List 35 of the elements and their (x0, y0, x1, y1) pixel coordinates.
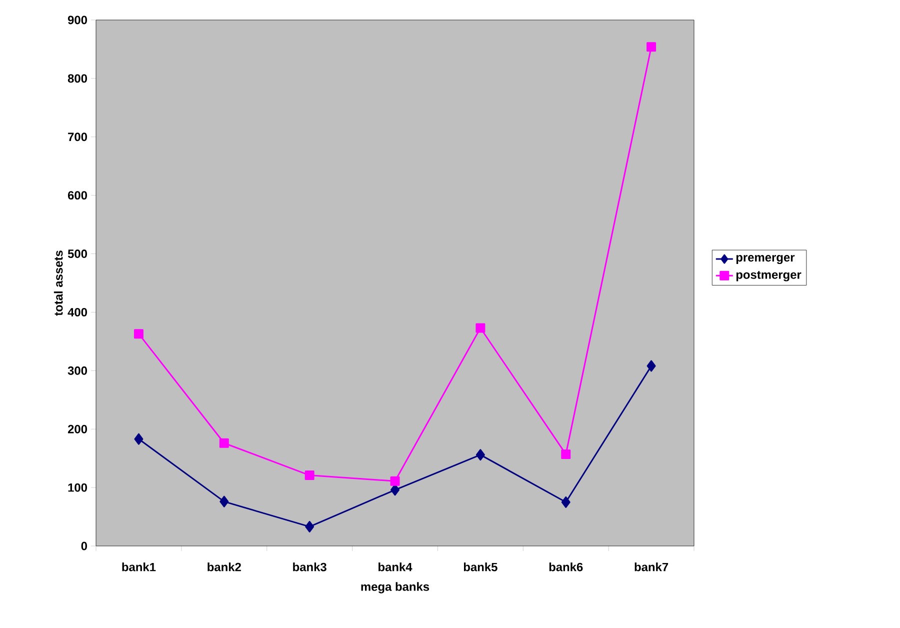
point (304, 470, 314, 480)
y-tick-label: 700 (68, 132, 87, 142)
x-tick-label: bank3 (293, 562, 326, 572)
legend-label: postmerger (736, 270, 802, 282)
point (561, 496, 570, 508)
point (219, 438, 229, 448)
x-tick-label: bank7 (634, 562, 668, 572)
y-tick-label: 300 (68, 366, 87, 375)
y-tick-label: 0 (81, 542, 87, 550)
x-tick-label: bank6 (549, 562, 583, 572)
point (390, 484, 400, 496)
x-axis-title: mega banks (361, 582, 430, 594)
x-tick-label: bank1 (122, 562, 156, 572)
y-tick-label: 200 (68, 424, 87, 434)
x-tick-label: bank5 (464, 562, 498, 572)
point (646, 42, 656, 52)
point (305, 520, 314, 532)
point (476, 323, 486, 333)
y-tick-label: 800 (68, 74, 87, 83)
x-tick-label: bank4 (378, 562, 412, 572)
y-axis-title: total assets (54, 250, 63, 316)
x-tick-label: bank2 (208, 562, 241, 572)
point (390, 476, 400, 486)
point (476, 449, 485, 461)
y-tick-label: 400 (68, 308, 87, 316)
point (220, 496, 229, 508)
legend-label: premerger (736, 255, 795, 264)
y-tick-label: 900 (68, 16, 87, 24)
y-tick-label: 600 (68, 191, 87, 200)
y-tick-label: 100 (68, 483, 87, 492)
point (561, 449, 571, 459)
point (646, 360, 656, 372)
point (134, 329, 144, 339)
point (134, 433, 144, 445)
y-tick-label: 500 (68, 250, 87, 258)
